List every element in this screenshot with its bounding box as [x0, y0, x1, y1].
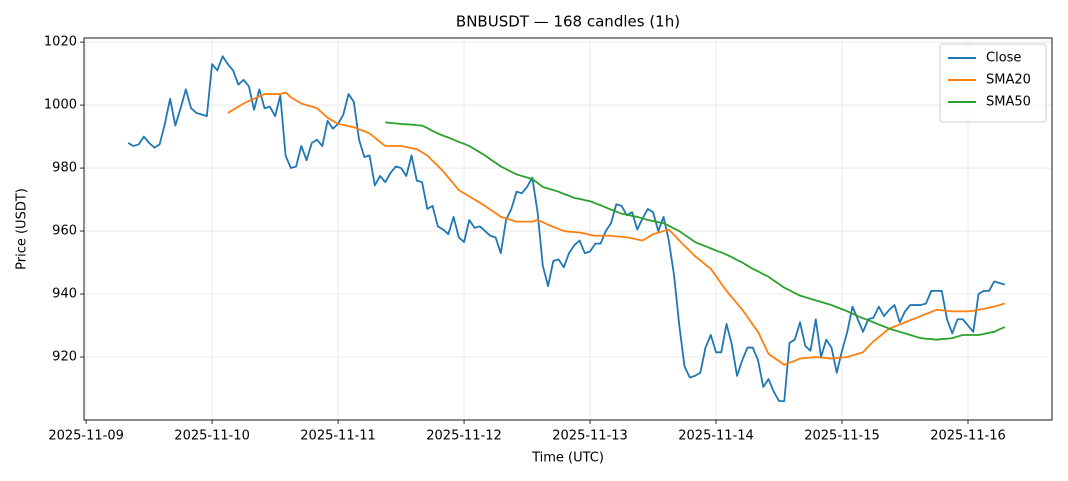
x-tick-label: 2025-11-13 [552, 429, 628, 444]
x-tick-label: 2025-11-15 [804, 429, 880, 444]
x-axis-label: Time (UTC) [531, 451, 604, 466]
y-axis-label: Price (USDT) [15, 188, 30, 270]
legend-label: Close [986, 51, 1021, 66]
chart-title: BNBUSDT — 168 candles (1h) [456, 13, 680, 31]
x-tick-label: 2025-11-14 [678, 429, 754, 444]
y-tick-label: 940 [52, 287, 77, 302]
y-tick-label: 960 [52, 224, 77, 239]
x-tick-label: 2025-11-11 [300, 429, 376, 444]
x-tick-label: 2025-11-09 [48, 429, 124, 444]
legend: Close SMA20 SMA50 [939, 43, 1047, 123]
x-tick-label: 2025-11-16 [930, 429, 1006, 444]
plot-frame [83, 37, 1053, 421]
line-layer [127, 55, 1006, 402]
grid-layer [84, 38, 1052, 420]
series-line [385, 121, 1006, 341]
x-tick-label: 2025-11-12 [426, 429, 502, 444]
series-line [127, 55, 1006, 402]
x-tick-label: 2025-11-10 [174, 429, 250, 444]
series-line [227, 91, 1006, 366]
y-tick-label: 920 [52, 350, 77, 365]
y-tick-label: 1020 [44, 35, 77, 50]
legend-label: SMA20 [986, 73, 1031, 88]
tick-layer: 920 940 960 980 1000 1020 2025-11-09 2025-11-10… [44, 35, 1006, 444]
y-tick-label: 980 [52, 161, 77, 176]
legend-label: SMA50 [986, 95, 1031, 110]
y-tick-label: 1000 [44, 98, 77, 113]
